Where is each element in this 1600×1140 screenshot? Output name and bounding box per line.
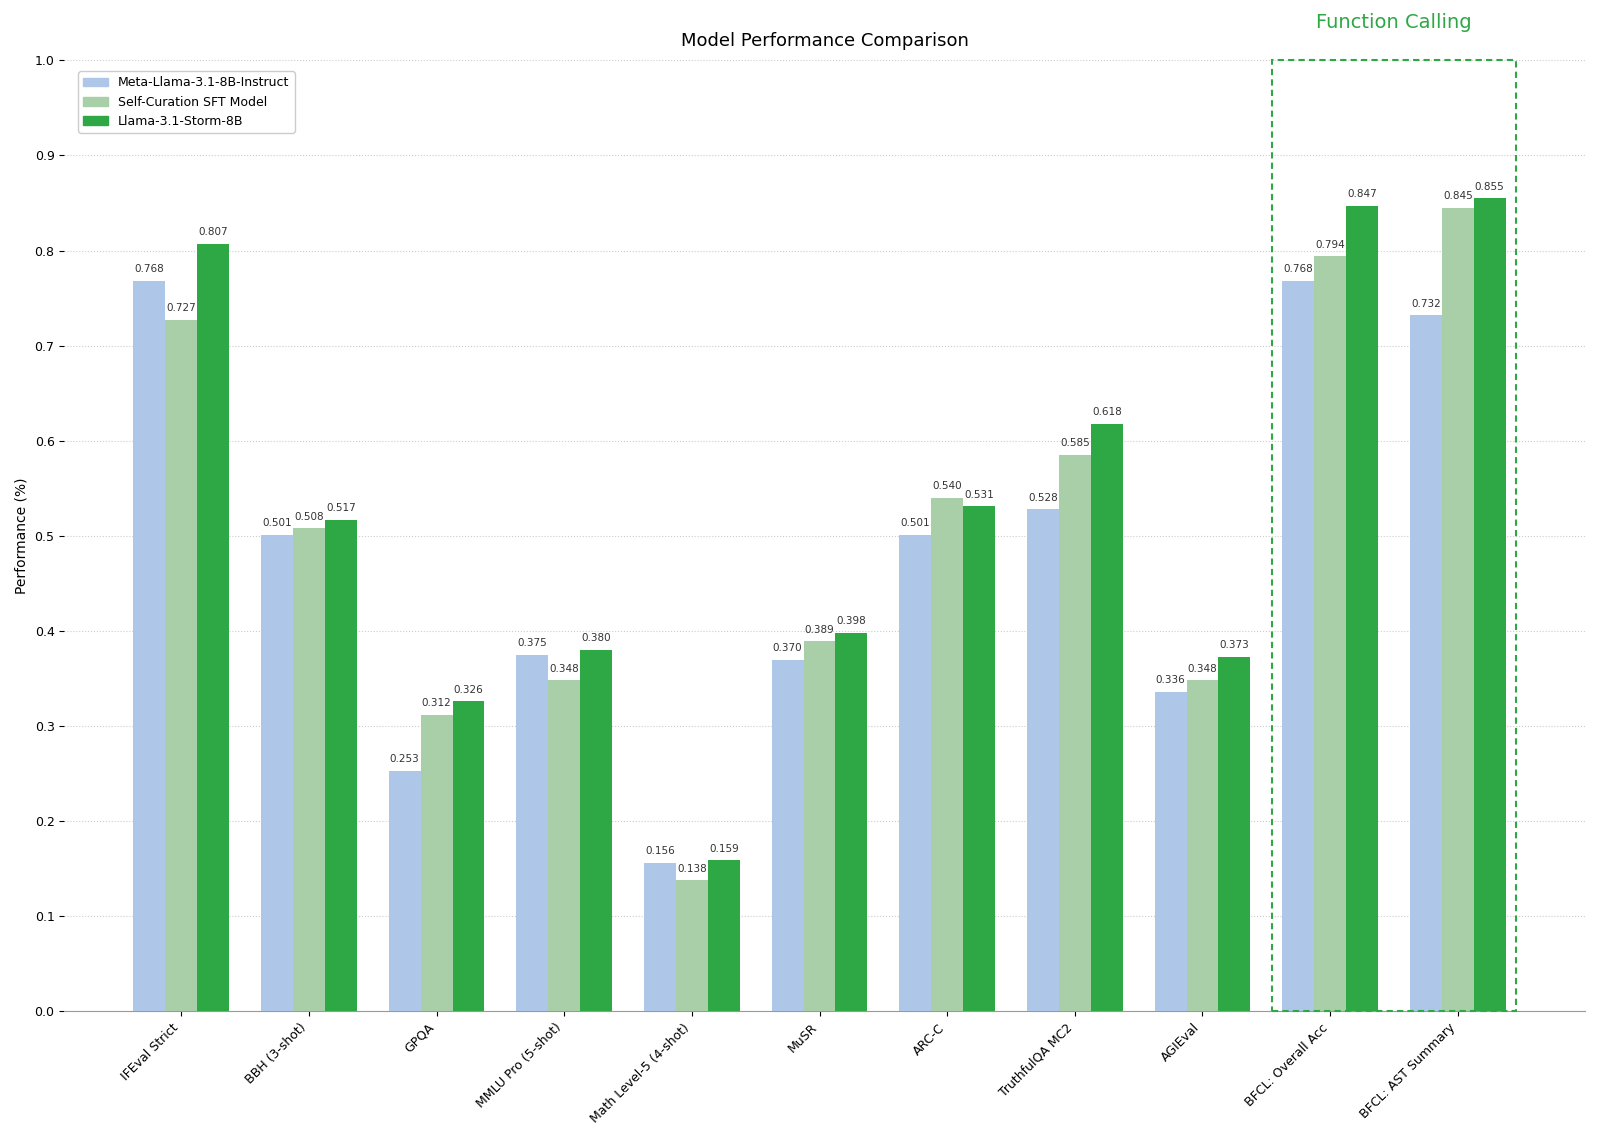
Bar [899, 535, 931, 1011]
Bar [1346, 206, 1378, 1011]
Text: 0.508: 0.508 [294, 512, 323, 522]
Text: 0.618: 0.618 [1091, 407, 1122, 417]
Bar [389, 771, 421, 1011]
Bar [803, 642, 835, 1011]
Text: 0.253: 0.253 [390, 755, 419, 764]
Text: 0.768: 0.768 [1283, 264, 1314, 275]
Bar [1187, 681, 1219, 1011]
Text: 0.732: 0.732 [1411, 299, 1440, 309]
Bar [1314, 256, 1346, 1011]
Text: 0.517: 0.517 [326, 503, 355, 513]
Text: 0.336: 0.336 [1155, 675, 1186, 685]
Text: 0.370: 0.370 [773, 643, 803, 653]
Bar [325, 520, 357, 1011]
Bar [1474, 198, 1506, 1011]
Bar [453, 701, 485, 1011]
Text: 0.845: 0.845 [1443, 192, 1472, 201]
Bar [165, 320, 197, 1011]
Text: 0.348: 0.348 [549, 663, 579, 674]
Bar [675, 880, 707, 1011]
Text: 0.727: 0.727 [166, 303, 197, 314]
Bar [931, 498, 963, 1011]
Text: 0.159: 0.159 [709, 844, 739, 854]
Text: 0.585: 0.585 [1059, 439, 1090, 448]
Text: 0.380: 0.380 [581, 634, 611, 643]
Bar [771, 660, 803, 1011]
Legend: Meta-Llama-3.1-8B-Instruct, Self-Curation SFT Model, Llama-3.1-Storm-8B: Meta-Llama-3.1-8B-Instruct, Self-Curatio… [78, 72, 294, 133]
Bar [1442, 207, 1474, 1011]
Text: 0.528: 0.528 [1029, 492, 1058, 503]
Text: Function Calling: Function Calling [1317, 13, 1472, 32]
Title: Model Performance Comparison: Model Performance Comparison [680, 32, 968, 50]
Bar [133, 280, 165, 1011]
Text: 0.156: 0.156 [645, 846, 675, 856]
Bar [1027, 510, 1059, 1011]
Bar [1155, 692, 1187, 1011]
Text: 0.398: 0.398 [837, 617, 866, 626]
Text: 0.540: 0.540 [933, 481, 962, 491]
Text: 0.326: 0.326 [454, 685, 483, 694]
Bar [549, 681, 581, 1011]
Text: 0.855: 0.855 [1475, 181, 1504, 192]
Y-axis label: Performance (%): Performance (%) [14, 478, 29, 594]
Text: 0.501: 0.501 [901, 519, 930, 528]
Bar [517, 654, 549, 1011]
Text: 0.501: 0.501 [262, 519, 291, 528]
Bar [1282, 280, 1314, 1011]
Text: 0.847: 0.847 [1347, 189, 1378, 200]
Text: 0.768: 0.768 [134, 264, 165, 275]
Bar [1219, 657, 1250, 1011]
Bar [963, 506, 995, 1011]
Text: 0.794: 0.794 [1315, 239, 1346, 250]
Text: 0.389: 0.389 [805, 625, 835, 635]
Bar [293, 528, 325, 1011]
Bar [1272, 60, 1515, 1011]
Bar [645, 863, 675, 1011]
Bar [197, 244, 229, 1011]
Text: 0.312: 0.312 [422, 698, 451, 708]
Text: 0.348: 0.348 [1187, 663, 1218, 674]
Text: 0.531: 0.531 [965, 490, 994, 499]
Text: 0.373: 0.373 [1219, 640, 1250, 650]
Bar [421, 715, 453, 1011]
Text: 0.375: 0.375 [517, 638, 547, 649]
Bar [1059, 455, 1091, 1011]
Bar [835, 633, 867, 1011]
Bar [261, 535, 293, 1011]
Bar [581, 650, 613, 1011]
Text: 0.807: 0.807 [198, 227, 227, 237]
Bar [707, 861, 739, 1011]
Text: 0.138: 0.138 [677, 863, 707, 873]
Bar [1091, 424, 1123, 1011]
Bar [1410, 316, 1442, 1011]
